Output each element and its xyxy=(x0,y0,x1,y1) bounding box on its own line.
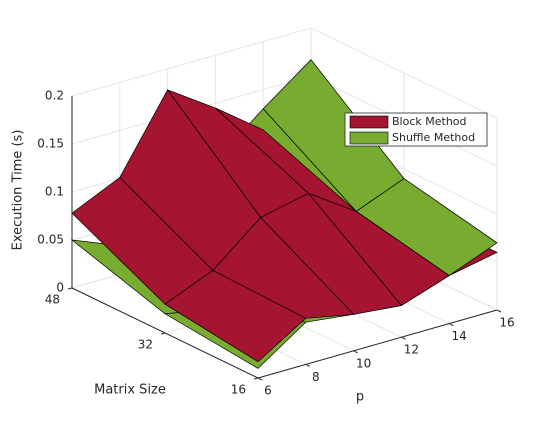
x-tick-label: 12 xyxy=(404,343,419,357)
y-tick-label: 48 xyxy=(45,293,60,307)
z-tick-label: 0.1 xyxy=(45,185,64,199)
x-tick xyxy=(305,363,311,367)
x-tick xyxy=(448,323,454,327)
y-tick-label: 32 xyxy=(138,338,153,352)
x-tick-label: 10 xyxy=(356,356,371,370)
x-tick-label: 6 xyxy=(264,384,272,398)
z-tick-label: 0.15 xyxy=(37,137,64,151)
axis-line xyxy=(257,309,498,379)
surfaces xyxy=(70,59,498,369)
legend-swatch xyxy=(349,131,389,145)
legend: Block Method Shuffle Method xyxy=(344,112,488,147)
legend-swatch xyxy=(349,115,389,129)
axis-line xyxy=(71,287,259,379)
legend-label: Block Method xyxy=(392,115,467,128)
x-tick xyxy=(496,309,502,313)
z-tick-label: 0.2 xyxy=(45,89,64,103)
x-tick xyxy=(353,350,358,354)
x-axis-label: p xyxy=(356,390,364,405)
x-tick-label: 8 xyxy=(312,370,320,384)
legend-label: Shuffle Method xyxy=(392,131,475,144)
surface-patch xyxy=(164,269,307,363)
x-tick xyxy=(401,336,406,340)
z-tick-label: 0.05 xyxy=(37,233,64,247)
x-tick-label: 14 xyxy=(452,329,467,343)
z-tick-label: 0 xyxy=(56,281,64,295)
y-tick-label: 16 xyxy=(231,383,246,397)
x-tick-label: 16 xyxy=(499,316,514,330)
y-tick xyxy=(67,287,73,290)
y-axis-label: Matrix Size xyxy=(94,383,166,398)
z-axis-label: Execution Time (s) xyxy=(11,130,26,251)
x-tick xyxy=(257,377,263,381)
